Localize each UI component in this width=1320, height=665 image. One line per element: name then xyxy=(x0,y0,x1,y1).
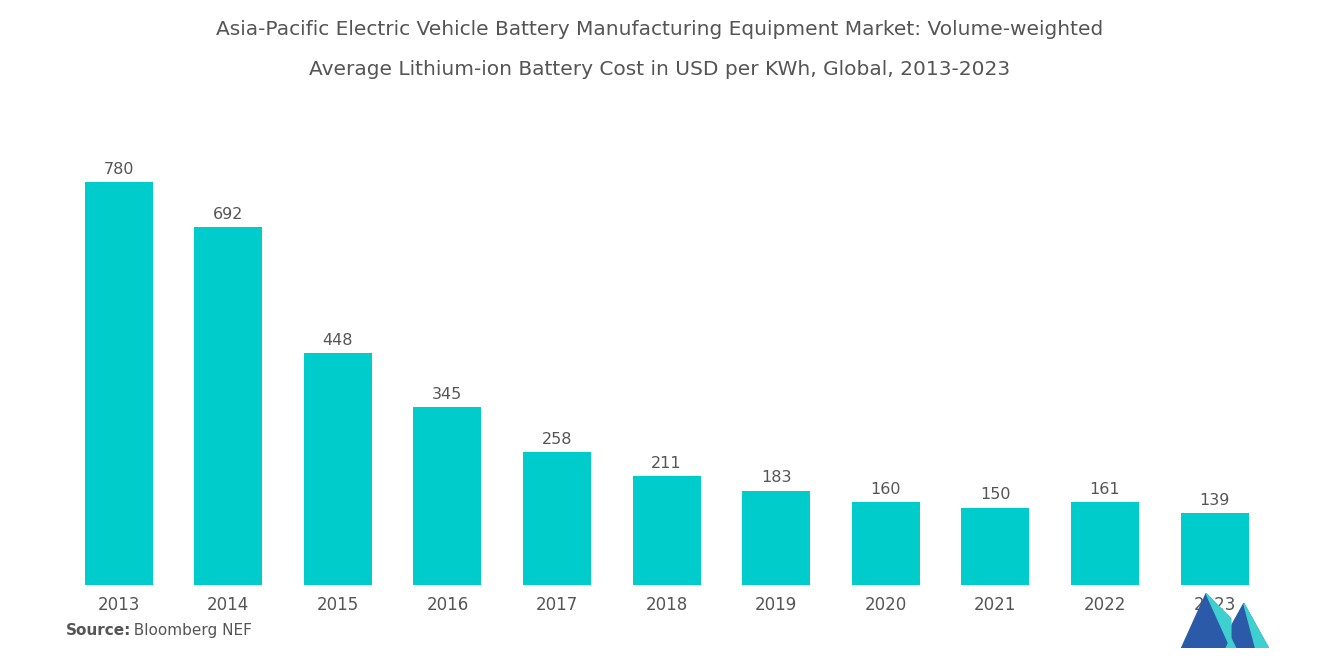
Bar xyxy=(961,507,1030,585)
Bar xyxy=(632,476,701,585)
Text: 211: 211 xyxy=(651,456,682,471)
Polygon shape xyxy=(1220,604,1269,648)
Text: 692: 692 xyxy=(213,207,243,222)
Bar xyxy=(304,354,372,585)
Text: 345: 345 xyxy=(432,386,462,402)
Bar xyxy=(523,452,591,585)
Text: Bloomberg NEF: Bloomberg NEF xyxy=(124,623,252,638)
Text: 258: 258 xyxy=(541,432,573,447)
Polygon shape xyxy=(1243,604,1269,648)
Bar xyxy=(194,227,263,585)
Text: 448: 448 xyxy=(322,333,352,348)
Bar xyxy=(1071,502,1139,585)
Bar xyxy=(742,491,810,585)
Polygon shape xyxy=(1181,593,1232,648)
Text: 780: 780 xyxy=(103,162,133,177)
Polygon shape xyxy=(1206,593,1232,648)
Text: 161: 161 xyxy=(1090,481,1121,497)
Bar xyxy=(84,182,153,585)
Bar xyxy=(1180,513,1249,585)
Text: Average Lithium-ion Battery Cost in USD per KWh, Global, 2013-2023: Average Lithium-ion Battery Cost in USD … xyxy=(309,60,1011,79)
Text: Source:: Source: xyxy=(66,623,132,638)
Polygon shape xyxy=(1226,638,1236,648)
Text: Asia-Pacific Electric Vehicle Battery Manufacturing Equipment Market: Volume-wei: Asia-Pacific Electric Vehicle Battery Ma… xyxy=(216,20,1104,39)
Bar xyxy=(851,503,920,585)
Bar xyxy=(413,407,482,585)
Text: 183: 183 xyxy=(760,470,792,485)
Text: 150: 150 xyxy=(981,487,1011,503)
Text: 160: 160 xyxy=(871,482,902,497)
Text: 139: 139 xyxy=(1200,493,1230,508)
